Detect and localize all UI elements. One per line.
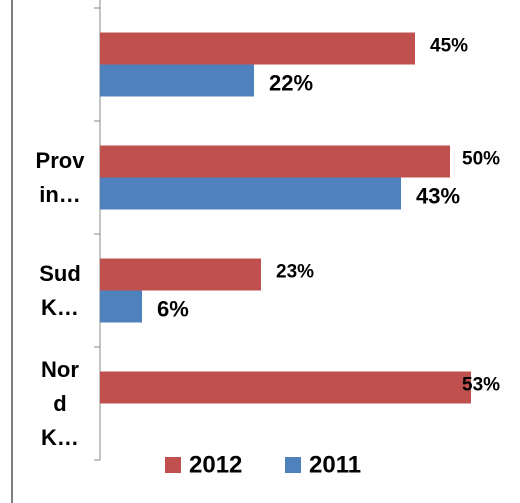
bar (100, 371, 471, 404)
legend-label: 2012 (189, 451, 242, 478)
y-tick-label: Sud K… (39, 260, 81, 320)
y-tick-label: Nord K… (41, 356, 79, 450)
bar (100, 258, 261, 291)
value-label: 53% (462, 375, 500, 396)
category-label-box: Provin… (35, 147, 85, 207)
value-label: 23% (276, 262, 314, 283)
bar (100, 32, 415, 65)
value-label: 22% (269, 70, 313, 95)
legend-swatch (165, 457, 181, 473)
bar (100, 64, 254, 97)
value-label: 43% (416, 183, 460, 208)
value-label: 6% (157, 296, 189, 321)
legend-label: 2011 (309, 451, 361, 478)
bar (100, 290, 142, 323)
value-label: 45% (430, 36, 468, 57)
value-label: 50% (462, 149, 500, 170)
category-label-box: Sud K… (39, 260, 81, 320)
category-label-box: Nord K… (41, 356, 79, 450)
bar (100, 177, 401, 210)
legend-swatch (285, 457, 301, 473)
y-tick-label: Provin… (35, 147, 85, 207)
bar (100, 145, 450, 178)
